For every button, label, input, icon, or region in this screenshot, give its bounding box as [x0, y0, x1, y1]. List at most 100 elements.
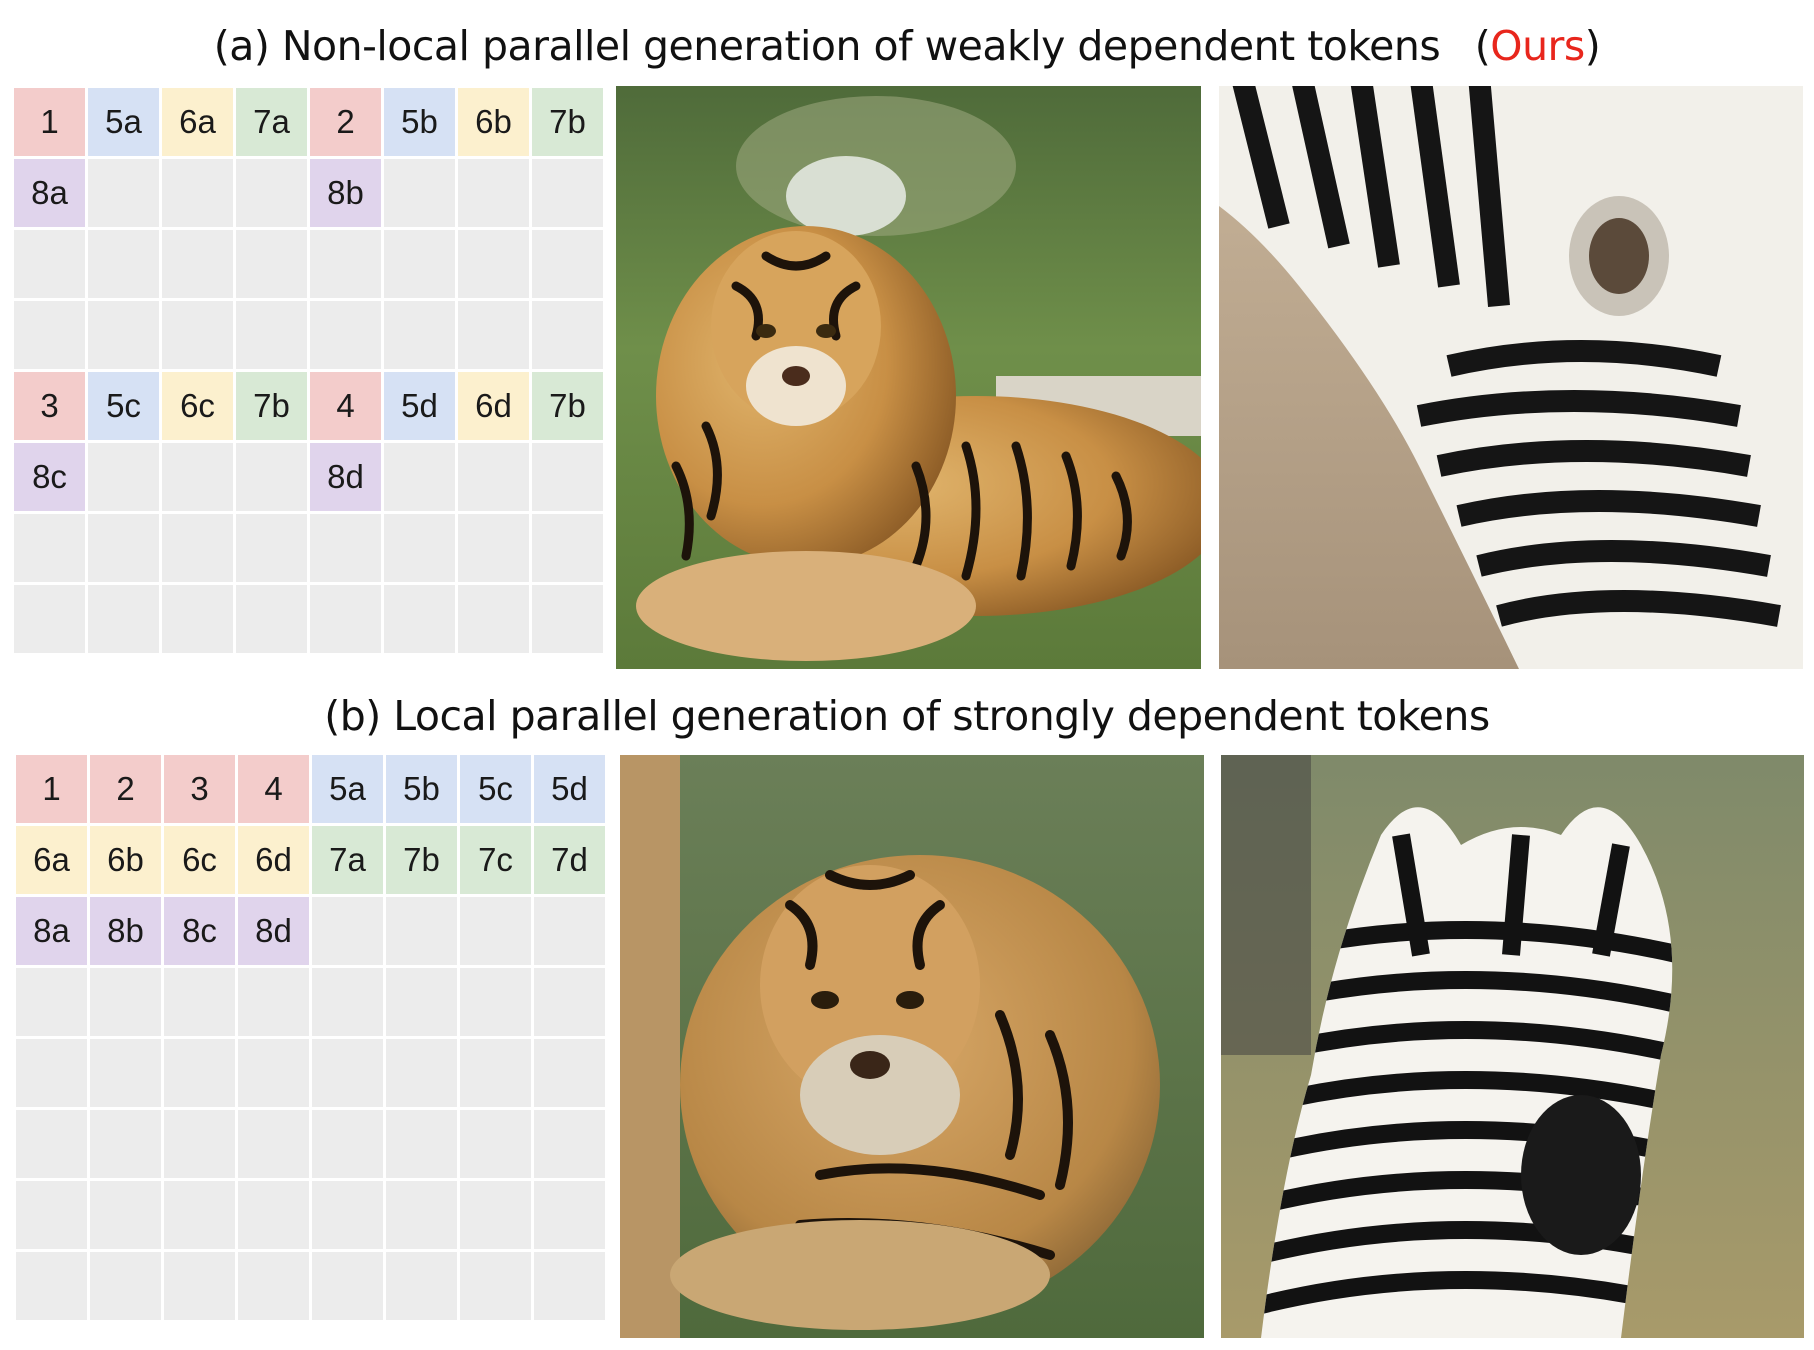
grid-b-empty-cell: [386, 1039, 457, 1107]
grid-a-empty-cell: [236, 443, 307, 511]
grid-a-empty-cell: [14, 230, 85, 298]
grid-a-token-5a: 5a: [88, 88, 159, 156]
grid-b-token-7c: 7c: [460, 826, 531, 894]
grid-a-empty-cell: [532, 230, 603, 298]
grid-a-empty-cell: [310, 230, 381, 298]
panel-a-title-close: ): [1584, 22, 1601, 70]
tiger-image-a: [616, 86, 1201, 669]
grid-a-empty-cell: [532, 159, 603, 227]
token-order-grid-a: 1 5a 6a 7a 2 5b 6b 7b 8a 8b 3 5c 6c 7b 4 5d 6d 7b 8c 8d: [14, 88, 603, 653]
grid-a-empty-cell: [14, 514, 85, 582]
grid-b-empty-cell: [460, 897, 531, 965]
grid-b-empty-cell: [90, 1181, 161, 1249]
grid-a-token-7b: 7b: [532, 88, 603, 156]
grid-b-token-5a: 5a: [312, 755, 383, 823]
grid-b-empty-cell: [386, 1181, 457, 1249]
grid-b-token-6a: 6a: [16, 826, 87, 894]
grid-a-token-7b: 7b: [236, 372, 307, 440]
grid-a-empty-cell: [88, 585, 159, 653]
grid-b-empty-cell: [534, 1181, 605, 1249]
grid-a-token-4: 4: [310, 372, 381, 440]
grid-b-token-6b: 6b: [90, 826, 161, 894]
grid-b-empty-cell: [534, 1039, 605, 1107]
grid-a-empty-cell: [458, 301, 529, 369]
grid-a-empty-cell: [310, 301, 381, 369]
grid-a-empty-cell: [458, 585, 529, 653]
grid-b-empty-cell: [386, 968, 457, 1036]
grid-b-token-8c: 8c: [164, 897, 235, 965]
grid-b-empty-cell: [386, 1252, 457, 1320]
grid-b-empty-cell: [534, 897, 605, 965]
grid-b-empty-cell: [164, 968, 235, 1036]
grid-a-token-1: 1: [14, 88, 85, 156]
grid-b-token-5d: 5d: [534, 755, 605, 823]
grid-a-empty-cell: [88, 301, 159, 369]
grid-a-empty-cell: [162, 159, 233, 227]
grid-a-empty-cell: [532, 514, 603, 582]
grid-a-token-6a: 6a: [162, 88, 233, 156]
grid-a-empty-cell: [236, 585, 307, 653]
grid-b-token-5b: 5b: [386, 755, 457, 823]
grid-b-token-6d: 6d: [238, 826, 309, 894]
grid-a-token-6d: 6d: [458, 372, 529, 440]
grid-b-empty-cell: [460, 968, 531, 1036]
grid-a-empty-cell: [532, 585, 603, 653]
grid-b-empty-cell: [164, 1181, 235, 1249]
grid-a-empty-cell: [14, 301, 85, 369]
grid-b-empty-cell: [16, 1039, 87, 1107]
panel-a-title-text: (a) Non-local parallel generation of wea…: [213, 22, 1441, 70]
grid-a-empty-cell: [236, 230, 307, 298]
grid-b-empty-cell: [312, 968, 383, 1036]
grid-a-empty-cell: [458, 230, 529, 298]
grid-b-empty-cell: [460, 1181, 531, 1249]
grid-b-token-8a: 8a: [16, 897, 87, 965]
grid-b-empty-cell: [16, 1252, 87, 1320]
grid-b-empty-cell: [386, 897, 457, 965]
grid-a-empty-cell: [162, 514, 233, 582]
grid-a-token-6c: 6c: [162, 372, 233, 440]
grid-a-empty-cell: [162, 443, 233, 511]
grid-b-empty-cell: [90, 1252, 161, 1320]
panel-a-title: (a) Non-local parallel generation of wea…: [0, 22, 1814, 70]
zebra-image-b: [1221, 755, 1804, 1338]
grid-b-token-8b: 8b: [90, 897, 161, 965]
grid-a-token-8d: 8d: [310, 443, 381, 511]
grid-a-empty-cell: [162, 301, 233, 369]
grid-a-empty-cell: [236, 514, 307, 582]
grid-a-empty-cell: [236, 159, 307, 227]
grid-a-token-7a: 7a: [236, 88, 307, 156]
panel-b-title: (b) Local parallel generation of strongl…: [324, 692, 1490, 740]
grid-b-token-5c: 5c: [460, 755, 531, 823]
grid-b-empty-cell: [312, 1181, 383, 1249]
grid-b-empty-cell: [312, 1252, 383, 1320]
grid-b-token-3: 3: [164, 755, 235, 823]
grid-b-empty-cell: [90, 1039, 161, 1107]
grid-b-token-7b: 7b: [386, 826, 457, 894]
grid-a-token-6b: 6b: [458, 88, 529, 156]
grid-a-token-5d: 5d: [384, 372, 455, 440]
grid-b-token-8d: 8d: [238, 897, 309, 965]
grid-b-empty-cell: [238, 1181, 309, 1249]
panel-a-title-open: (: [1474, 22, 1491, 70]
grid-b-token-6c: 6c: [164, 826, 235, 894]
grid-b-empty-cell: [238, 1252, 309, 1320]
grid-a-empty-cell: [88, 230, 159, 298]
grid-b-empty-cell: [238, 968, 309, 1036]
grid-a-empty-cell: [310, 585, 381, 653]
grid-a-token-8c: 8c: [14, 443, 85, 511]
grid-a-empty-cell: [384, 514, 455, 582]
grid-b-empty-cell: [312, 897, 383, 965]
grid-b-empty-cell: [238, 1110, 309, 1178]
grid-b-empty-cell: [90, 1110, 161, 1178]
grid-a-empty-cell: [88, 159, 159, 227]
grid-b-token-1: 1: [16, 755, 87, 823]
tiger-image-b: [620, 755, 1204, 1338]
grid-a-empty-cell: [458, 443, 529, 511]
grid-b-empty-cell: [534, 968, 605, 1036]
grid-b-empty-cell: [460, 1252, 531, 1320]
grid-b-empty-cell: [164, 1110, 235, 1178]
grid-a-empty-cell: [384, 159, 455, 227]
grid-a-empty-cell: [458, 514, 529, 582]
grid-a-token-5b: 5b: [384, 88, 455, 156]
grid-b-empty-cell: [164, 1252, 235, 1320]
